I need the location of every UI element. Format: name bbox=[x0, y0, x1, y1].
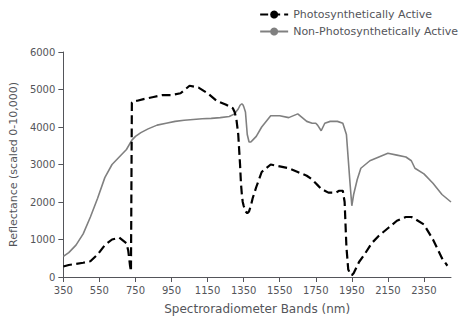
svg-text:Reflectance (scaled 0-10,000): Reflectance (scaled 0-10,000) bbox=[7, 82, 20, 247]
svg-text:5000: 5000 bbox=[30, 84, 55, 95]
svg-text:350: 350 bbox=[54, 285, 73, 296]
svg-text:2350: 2350 bbox=[411, 285, 436, 296]
svg-text:3000: 3000 bbox=[30, 159, 55, 170]
svg-text:0: 0 bbox=[49, 272, 55, 283]
svg-text:1950: 1950 bbox=[339, 285, 364, 296]
svg-text:6000: 6000 bbox=[30, 47, 55, 58]
svg-text:Spectroradiometer Bands (nm): Spectroradiometer Bands (nm) bbox=[164, 302, 350, 316]
svg-text:Photosynthetically Active: Photosynthetically Active bbox=[293, 8, 432, 21]
svg-text:1150: 1150 bbox=[195, 285, 220, 296]
svg-text:4000: 4000 bbox=[30, 122, 55, 133]
svg-text:Non-Photosynthetically Active: Non-Photosynthetically Active bbox=[293, 25, 458, 38]
svg-text:1550: 1550 bbox=[267, 285, 292, 296]
svg-text:1350: 1350 bbox=[231, 285, 256, 296]
svg-text:750: 750 bbox=[126, 285, 145, 296]
svg-text:1000: 1000 bbox=[30, 234, 55, 245]
svg-text:1750: 1750 bbox=[303, 285, 328, 296]
svg-text:950: 950 bbox=[162, 285, 181, 296]
svg-text:2150: 2150 bbox=[375, 285, 400, 296]
svg-text:550: 550 bbox=[90, 285, 109, 296]
svg-text:2000: 2000 bbox=[30, 197, 55, 208]
